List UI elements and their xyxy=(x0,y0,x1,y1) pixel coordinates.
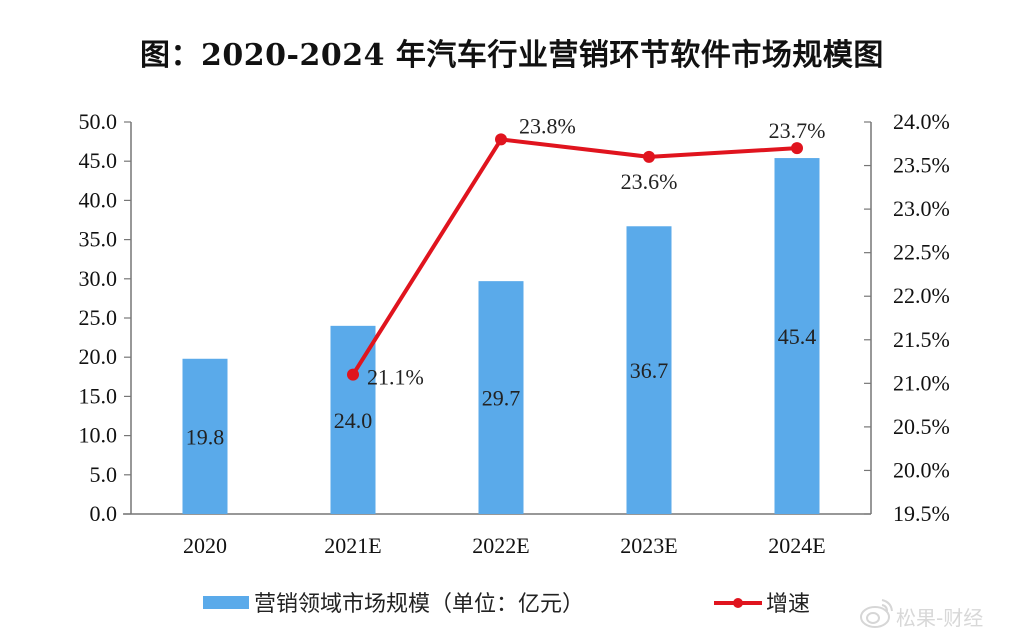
line-data-labels: 21.1% 23.8% 23.6% 23.7% xyxy=(367,113,825,389)
left-tick-label: 30.0 xyxy=(79,266,118,291)
left-tick-label: 35.0 xyxy=(79,227,118,252)
bar-2024E xyxy=(774,158,820,514)
growth-value-label: 23.8% xyxy=(519,113,576,138)
left-tick-label: 40.0 xyxy=(79,187,118,212)
watermark-text: 松果-财经 xyxy=(896,606,983,630)
line-series xyxy=(347,133,803,381)
left-tick-label: 5.0 xyxy=(90,462,118,487)
growth-point-2021E xyxy=(347,368,359,381)
x-tick-label: 2021E xyxy=(324,533,381,558)
right-tick-label: 22.5% xyxy=(893,240,950,265)
bar-2021E xyxy=(330,325,376,514)
right-tick-label: 19.5% xyxy=(893,501,950,526)
left-tick-label: 15.0 xyxy=(79,383,118,408)
bar-value-label: 24.0 xyxy=(334,408,373,433)
growth-line xyxy=(351,137,798,376)
legend-bar-label: 营销领域市场规模（单位：亿元） xyxy=(254,592,584,617)
growth-value-label: 23.7% xyxy=(769,118,826,143)
bar-value-label: 45.4 xyxy=(778,324,817,349)
bar-series xyxy=(182,158,820,514)
weibo-icon xyxy=(860,599,893,628)
right-tick-label: 21.0% xyxy=(893,370,950,395)
left-tick-label: 20.0 xyxy=(79,344,118,369)
legend-bar-swatch xyxy=(203,596,249,609)
right-tick-label: 23.5% xyxy=(893,153,950,178)
bar-value-label: 29.7 xyxy=(482,386,521,411)
right-tick-label: 20.0% xyxy=(893,457,950,482)
right-tick-label: 21.5% xyxy=(893,327,950,352)
left-tick-label: 0.0 xyxy=(90,501,118,526)
growth-point-2022E xyxy=(495,133,507,146)
bar-value-label: 36.7 xyxy=(630,358,669,383)
right-tick-label: 24.0% xyxy=(893,109,950,134)
bar-2020 xyxy=(182,358,228,514)
right-tick-label: 23.0% xyxy=(893,196,950,221)
left-tick-label: 10.0 xyxy=(79,423,118,448)
growth-point-2024E xyxy=(791,142,803,155)
bar-2022E xyxy=(478,281,524,514)
left-tick-label: 45.0 xyxy=(79,148,118,173)
legend: 营销领域市场规模（单位：亿元） 增速 xyxy=(203,592,810,617)
chart-title: 图：2020-2024 年汽车行业营销环节软件市场规模图 xyxy=(140,38,884,73)
axes: 0.0 5.0 10.0 15.0 20.0 25.0 30.0 35.0 40.0 45.0 50… xyxy=(79,109,950,526)
left-tick-label: 25.0 xyxy=(79,305,118,330)
growth-value-label: 21.1% xyxy=(367,365,424,390)
growth-point-2023E xyxy=(643,150,655,163)
bar-value-label: 19.8 xyxy=(186,424,225,449)
bar-data-labels: 19.8 24.0 29.7 36.7 45.4 xyxy=(186,324,817,449)
left-tick-label: 50.0 xyxy=(79,109,118,134)
legend-line-marker xyxy=(733,598,743,608)
growth-value-label: 23.6% xyxy=(621,169,678,194)
bar-2023E xyxy=(626,226,672,514)
x-tick-label: 2023E xyxy=(620,533,677,558)
x-tick-label: 2022E xyxy=(472,533,529,558)
x-tick-label: 2020 xyxy=(183,533,227,558)
x-tick-labels: 2020 2021E 2022E 2023E 2024E xyxy=(183,533,826,558)
x-tick-label: 2024E xyxy=(768,533,825,558)
legend-line-label: 增速 xyxy=(766,592,810,617)
right-tick-label: 22.0% xyxy=(893,283,950,308)
watermark: 松果-财经 xyxy=(860,599,983,630)
right-tick-label: 20.5% xyxy=(893,414,950,439)
